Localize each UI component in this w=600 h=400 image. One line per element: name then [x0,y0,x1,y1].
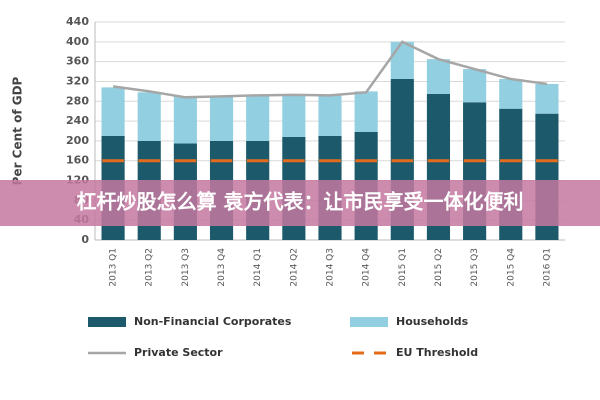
bar [463,69,487,103]
x-tick-label: 2015 Q3 [470,248,480,287]
legend-swatch [88,317,126,327]
bar [101,87,125,136]
bar [318,95,342,136]
bar [390,41,414,79]
bar [282,94,306,137]
legend-swatch [350,317,388,327]
x-tick-label: 2013 Q2 [145,248,155,287]
y-axis-label: Per Cent of GDP [11,76,25,185]
x-tick-label: 2014 Q3 [326,248,336,287]
y-tick-label: 400 [66,35,89,48]
bar [137,92,161,141]
y-tick-label: 0 [81,233,89,246]
y-tick-label: 160 [66,154,89,167]
y-tick-label: 360 [66,55,89,68]
y-tick-label: 280 [66,94,89,107]
x-tick-label: 2014 Q4 [362,248,372,287]
x-tick-label: 2015 Q2 [434,248,444,287]
legend-label: Non-Financial Corporates [134,315,292,328]
bar [535,83,559,114]
bar [209,96,234,141]
bar [246,95,270,141]
overlay-banner [0,180,600,226]
x-tick-label: 2015 Q4 [506,248,516,287]
x-tick-label: 2013 Q4 [217,248,227,287]
x-tick-label: 2013 Q3 [181,248,191,287]
x-tick-label: 2014 Q1 [253,248,263,287]
x-tick-label: 2016 Q1 [542,248,552,287]
legend-label: Private Sector [134,346,223,359]
bar [426,59,451,94]
x-tick-label: 2014 Q2 [289,248,299,287]
legend-label: Households [396,315,469,328]
y-tick-label: 240 [66,114,89,127]
y-tick-label: 320 [66,74,89,87]
x-tick-label: 2013 Q1 [109,248,119,287]
legend-label: EU Threshold [396,346,478,359]
line [112,40,548,99]
bar [499,78,523,109]
bar [354,91,378,132]
bar [173,96,197,144]
x-tick-label: 2015 Q1 [398,248,408,287]
y-tick-label: 200 [66,134,89,147]
overlay-text: 杠杆炒股怎么算 袁方代表：让市民享受一体化便利 [77,190,524,214]
y-tick-label: 440 [66,15,89,28]
